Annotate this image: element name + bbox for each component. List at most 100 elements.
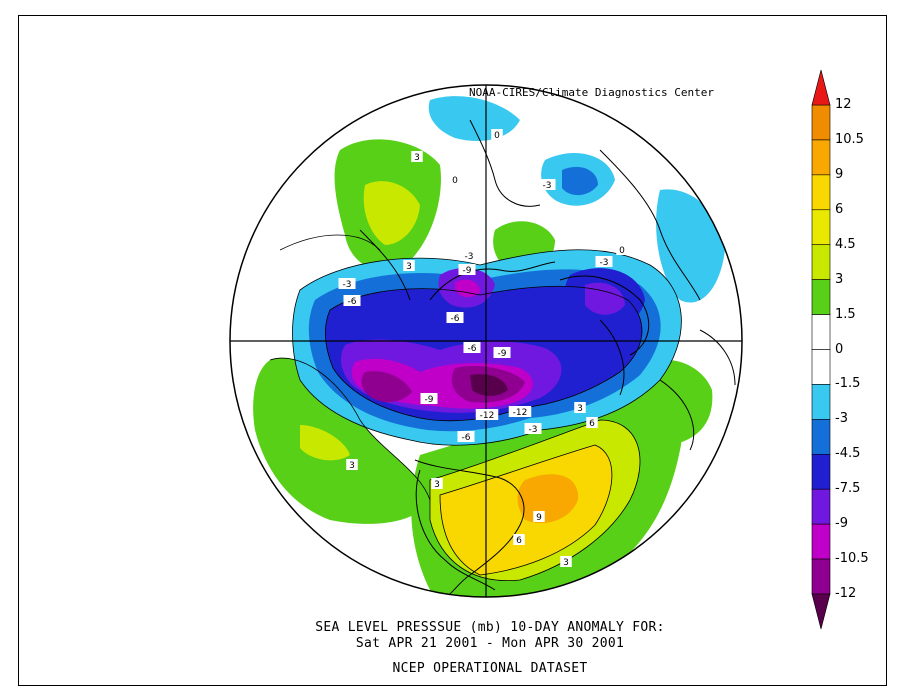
contour-label: 3	[563, 558, 569, 568]
contour-label: 9	[536, 513, 542, 523]
colorbar-label: -1.5	[835, 376, 861, 392]
caption-line-1: SEA LEVEL PRESSSUE (mb) 10-DAY ANOMALY F…	[315, 620, 665, 635]
contour-label-bg	[574, 402, 586, 413]
colorbar-segment	[811, 453, 831, 490]
caption-line-3: NCEP OPERATIONAL DATASET	[392, 661, 588, 676]
contour-label-bg	[538, 179, 556, 190]
contour-label: -9	[463, 266, 472, 276]
contour-label: 3	[406, 262, 412, 272]
positive-region-russia-3	[363, 181, 420, 245]
colorbar-segment	[811, 384, 831, 420]
contour-label-bg	[446, 312, 464, 323]
contour-label-bg	[338, 278, 356, 289]
contour-label-bg	[508, 406, 532, 417]
contour-label: 0	[619, 246, 625, 256]
contour-label-bg	[616, 244, 628, 255]
colorbar-label: 1.5	[835, 306, 856, 322]
contour-label-bg	[346, 459, 358, 470]
positive-region-atlantic-9	[517, 474, 579, 524]
colorbar-segment	[811, 104, 831, 141]
plot-frame	[18, 15, 887, 686]
colorbar-label: -3	[835, 411, 848, 427]
contour-label-bg	[586, 417, 598, 428]
colorbar-label: -4.5	[835, 446, 861, 462]
contour-label: -6	[468, 344, 477, 354]
contour-label: 3	[577, 404, 583, 414]
contour-label: -3	[543, 181, 552, 191]
positive-region-pacific	[253, 358, 430, 524]
contour-label-bg	[460, 250, 478, 261]
contour-label-bg	[595, 256, 613, 267]
contour-label-bg	[458, 264, 476, 275]
contour-label-bg	[524, 423, 542, 434]
contour-lines	[269, 234, 682, 582]
colorbar	[811, 69, 831, 630]
colorbar-segment	[811, 523, 831, 560]
colorbar-bottom-arrow	[811, 593, 831, 630]
contour-label: -9	[498, 349, 507, 359]
positive-region-pacific-inner	[300, 425, 350, 461]
contour-label: -3	[465, 252, 474, 262]
colorbar-label: 0	[835, 341, 844, 357]
colorbar-segment	[811, 488, 831, 525]
contour-label-bg	[449, 174, 461, 185]
colorbar-label: 3	[835, 271, 844, 287]
contour-label: 3	[414, 153, 420, 163]
contour-label: 0	[494, 131, 500, 141]
contour-label-bg	[493, 347, 511, 358]
negative-region-siberia-inner	[455, 279, 480, 298]
contour-label-bg	[475, 409, 499, 420]
contour-label: 3	[434, 480, 440, 490]
contour-label-bg	[463, 342, 481, 353]
contour-label-bg	[533, 511, 545, 522]
colorbar-segment	[811, 419, 831, 455]
contour-label: -6	[451, 314, 460, 324]
colorbar-segment	[811, 314, 831, 350]
contour-label: -3	[600, 258, 609, 268]
contour-label-bg	[343, 295, 361, 306]
contour-label: -3	[343, 280, 352, 290]
colorbar-label: -9	[835, 516, 848, 532]
contour-label: 3	[349, 461, 355, 471]
contour-label: -12	[480, 411, 495, 421]
contour-label: -3	[529, 425, 538, 435]
colorbar-segment	[811, 174, 831, 211]
contour-label: -6	[462, 433, 471, 443]
contour-label-bg	[457, 431, 475, 442]
contour-label: -9	[425, 395, 434, 405]
contour-label: 6	[516, 536, 522, 546]
contour-label-bg	[431, 478, 443, 489]
contour-label-bg	[491, 129, 503, 140]
colorbar-top-arrow	[811, 69, 831, 106]
credit-text: NOAA-CIRES/Climate Diagnostics Center	[469, 86, 715, 99]
contour-label-bg	[411, 151, 423, 162]
colorbar-label: 10.5	[835, 131, 864, 147]
contour-label: -6	[348, 297, 357, 307]
colorbar-segment	[811, 209, 831, 246]
contour-label-bg	[420, 393, 438, 404]
globe-outline	[229, 84, 743, 598]
contour-label: 6	[589, 419, 595, 429]
contour-label-bg	[403, 260, 415, 271]
contour-label-bg	[513, 534, 525, 545]
colorbar-label: -7.5	[835, 481, 861, 497]
negative-region-scandinavia-inner	[585, 282, 625, 315]
colorbar-segment	[811, 349, 831, 385]
colorbar-label: -10.5	[835, 551, 869, 567]
colorbar-segment	[811, 139, 831, 176]
negative-region-12	[470, 374, 508, 396]
colorbar-label: 4.5	[835, 236, 856, 252]
colorbar-label: 12	[835, 97, 852, 112]
colorbar-label: 6	[835, 201, 844, 217]
colorbar-label: -12	[835, 586, 857, 601]
contour-label: 0	[452, 176, 458, 186]
colorbar-segment	[811, 558, 831, 595]
caption-line-2: Sat APR 21 2001 - Mon APR 30 2001	[355, 636, 625, 651]
anomaly-field	[230, 85, 742, 597]
contour-label-bg	[560, 556, 572, 567]
contour-label: -12	[513, 408, 528, 418]
coastlines	[359, 119, 736, 597]
colorbar-segment	[811, 244, 831, 280]
